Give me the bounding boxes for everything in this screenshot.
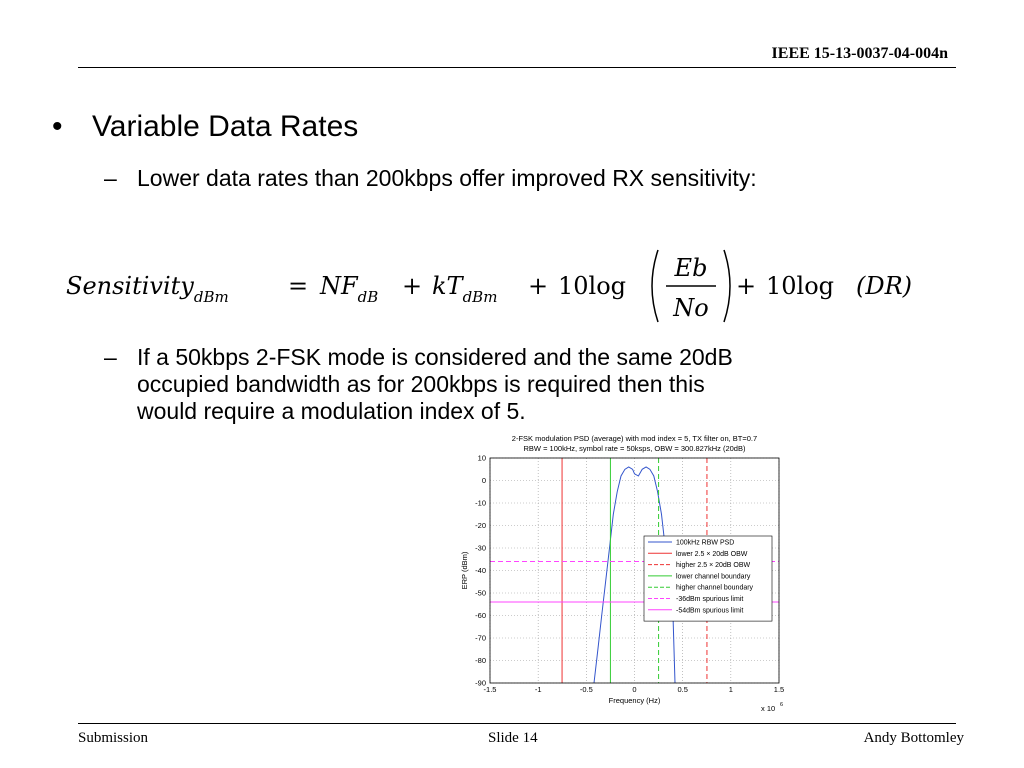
y-tick-label: -50 xyxy=(475,589,486,598)
formula-plus-3: + xyxy=(736,272,757,300)
formula-10log-1: 10log xyxy=(558,272,627,300)
sensitivity-formula: SensitivitydBm = NFdB + kTdBm + 10log Eb… xyxy=(66,246,946,326)
legend-entry: -54dBm spurious limit xyxy=(676,607,743,614)
legend-entry: lower 2.5 × 20dB OBW xyxy=(676,551,748,558)
x-tick-label: 1.5 xyxy=(774,685,784,694)
formula-numerator: Eb xyxy=(674,254,708,282)
x-tick-label: 0 xyxy=(632,685,636,694)
dash-mark: – xyxy=(104,165,117,191)
sub-bullet-2-line-2: occupied bandwidth as for 200kbps is req… xyxy=(137,371,705,397)
formula-equals: = xyxy=(288,272,309,300)
y-tick-label: 0 xyxy=(482,476,486,485)
legend-entry: 100kHz RBW PSD xyxy=(676,540,734,547)
chart-title: 2-FSK modulation PSD (average) with mod … xyxy=(512,434,757,443)
bullet-mark: • xyxy=(52,110,63,143)
legend-box xyxy=(643,535,773,622)
formula-kt: kTdBm xyxy=(432,272,498,306)
y-tick-label: -20 xyxy=(475,521,486,530)
sub-bullet-2-line-3: would require a modulation index of 5. xyxy=(137,398,526,424)
footer-left: Submission xyxy=(78,730,149,746)
y-axis-label: ERP (dBm) xyxy=(460,551,469,589)
y-tick-label: -40 xyxy=(475,566,486,575)
x-tick-label: 0.5 xyxy=(677,685,687,694)
x-tick-label: -1 xyxy=(535,685,542,694)
x-tick-label: -1.5 xyxy=(484,685,497,694)
y-tick-label: -90 xyxy=(475,679,486,688)
dash-mark: – xyxy=(104,344,117,370)
formula-plus-1: + xyxy=(402,272,423,300)
heading-text: Variable Data Rates xyxy=(92,110,359,143)
y-tick-label: -70 xyxy=(475,634,486,643)
plot-frame xyxy=(489,457,780,684)
y-tick-label: -60 xyxy=(475,611,486,620)
formula-plus-2: + xyxy=(528,272,549,300)
x-exponent-label: x 10 xyxy=(761,704,775,712)
x-tick-label: 1 xyxy=(729,685,733,694)
document-id: IEEE 15-13-0037-04-004n xyxy=(771,45,948,62)
psd-series-line xyxy=(593,466,676,684)
y-tick-label: -80 xyxy=(475,656,486,665)
legend-entry: lower channel boundary xyxy=(676,573,751,580)
footer-center: Slide 14 xyxy=(488,730,538,746)
legend-entry: higher 2.5 × 20dB OBW xyxy=(676,562,751,569)
chart-subtitle: RBW = 100kHz, symbol rate = 50ksps, OBW … xyxy=(524,444,746,453)
y-tick-label: 10 xyxy=(478,454,486,463)
formula-denominator: No xyxy=(672,294,708,322)
header-rule xyxy=(78,67,956,68)
formula-dr: (DR) xyxy=(856,272,913,300)
sub-bullet-2-line-1: If a 50kbps 2-FSK mode is considered and… xyxy=(137,344,733,370)
x-tick-label: -0.5 xyxy=(580,685,593,694)
x-exponent-power: 6 xyxy=(780,702,783,708)
y-tick-label: -10 xyxy=(475,499,486,508)
formula-fraction: Eb No xyxy=(651,249,731,323)
footer-right: Andy Bottomley xyxy=(863,730,964,746)
sub-bullet-1-text: Lower data rates than 200kbps offer impr… xyxy=(137,165,757,191)
footer-rule xyxy=(78,723,956,724)
formula-lhs: SensitivitydBm xyxy=(66,272,229,306)
psd-chart: 2-FSK modulation PSD (average) with mod … xyxy=(455,432,785,713)
y-tick-label: -30 xyxy=(475,544,486,553)
psd-chart-svg: 2-FSK modulation PSD (average) with mod … xyxy=(460,434,784,713)
formula-10log-2: 10log xyxy=(766,272,835,300)
legend-entry: higher channel boundary xyxy=(676,585,754,592)
legend-entry: -36dBm spurious limit xyxy=(676,596,743,603)
x-axis-label: Frequency (Hz) xyxy=(609,696,661,705)
formula-nf: NFdB xyxy=(320,272,379,306)
